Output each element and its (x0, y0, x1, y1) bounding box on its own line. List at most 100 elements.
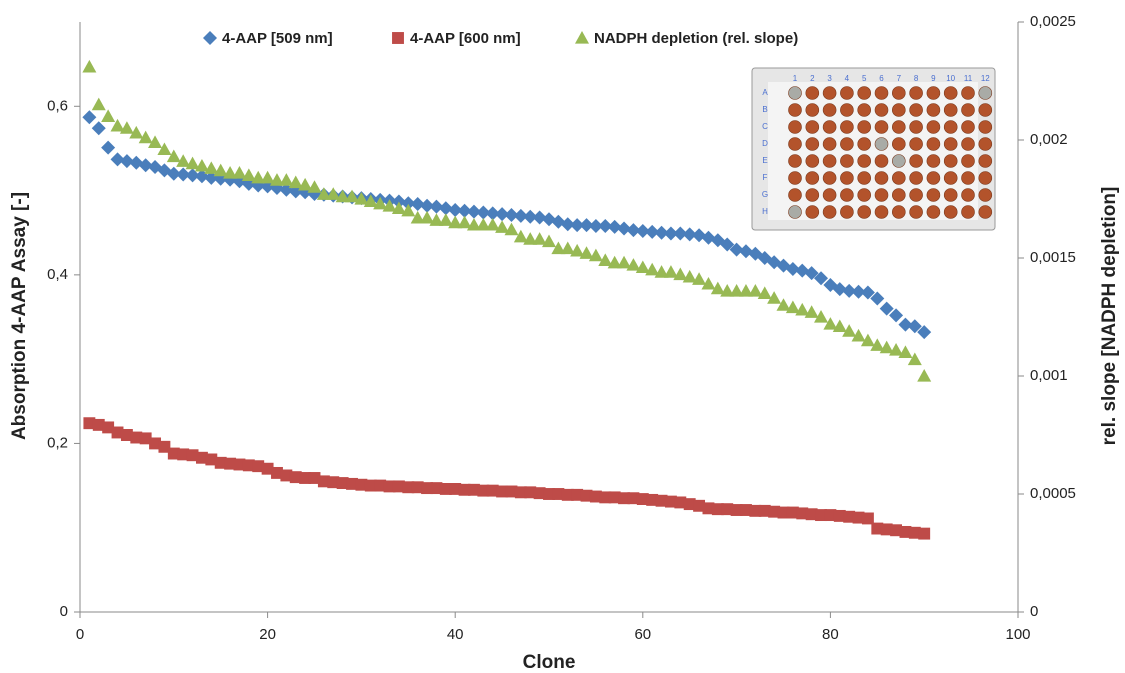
point (355, 478, 368, 491)
point (410, 197, 425, 212)
inset-well (822, 188, 837, 202)
point (83, 417, 96, 430)
point (232, 166, 247, 179)
inset-well (943, 86, 958, 100)
point (457, 203, 472, 218)
point (880, 523, 893, 536)
inset-well (788, 205, 802, 219)
point (110, 152, 125, 167)
y-axis-title: Absorption 4-AAP Assay [-] (9, 192, 30, 440)
inset-well (891, 120, 906, 134)
point (101, 140, 116, 155)
point (683, 498, 696, 511)
inset-well (978, 205, 993, 219)
point (252, 460, 265, 473)
point (871, 522, 884, 535)
point (636, 493, 649, 506)
point (402, 481, 415, 494)
point (851, 328, 866, 342)
legend-marker (575, 31, 589, 44)
inset-plate-inner (768, 82, 978, 220)
inset-well (840, 205, 854, 219)
inset-well (788, 171, 802, 185)
inset-well (943, 154, 958, 168)
point (438, 213, 453, 226)
inset-well (909, 103, 923, 117)
inset-well (978, 188, 993, 202)
point (317, 475, 330, 488)
point (167, 447, 180, 460)
point (495, 220, 510, 233)
x-tick-label: 80 (822, 626, 839, 643)
point (776, 298, 791, 311)
inset-well (788, 188, 802, 202)
inset-well (805, 103, 820, 117)
inset-well (909, 188, 923, 202)
point (890, 524, 903, 537)
inset-well (874, 103, 889, 117)
point (288, 175, 303, 189)
x-tick-label: 0 (76, 626, 84, 643)
point (485, 206, 500, 221)
point (758, 504, 771, 517)
inset-well (943, 137, 958, 151)
inset-column-label: 3 (827, 74, 832, 83)
point (627, 492, 640, 505)
inset-well (874, 137, 889, 151)
inset-well (805, 86, 820, 100)
point (551, 241, 566, 255)
inset-well (840, 120, 854, 134)
inset-well (926, 188, 941, 202)
point (194, 158, 209, 172)
inset-well (822, 171, 837, 185)
point (299, 472, 312, 484)
point (589, 490, 602, 503)
point (571, 488, 584, 501)
point (401, 203, 416, 217)
x-axis-title: Clone (523, 652, 576, 673)
inset-row-label: E (762, 156, 767, 165)
point (92, 418, 105, 431)
point (879, 301, 894, 316)
point (307, 180, 322, 193)
point (280, 469, 293, 482)
point (908, 526, 921, 539)
point (748, 284, 763, 297)
point (561, 488, 574, 501)
point (832, 319, 847, 333)
inset-well (840, 154, 854, 168)
point (261, 462, 274, 475)
point (523, 209, 538, 224)
point (308, 472, 321, 484)
inset-column-label: 1 (793, 74, 798, 83)
inset-well (840, 171, 854, 185)
inset-well (788, 103, 802, 117)
inset-column-label: 10 (946, 74, 955, 83)
point (335, 189, 350, 203)
point (82, 59, 97, 73)
point (411, 481, 424, 494)
inset-column-label: 2 (810, 74, 815, 83)
point (513, 208, 528, 223)
point (420, 198, 435, 213)
inset-well (926, 154, 941, 168)
point (327, 476, 340, 489)
inset-well (891, 188, 906, 202)
point (842, 283, 857, 298)
point (298, 177, 313, 191)
point (476, 217, 491, 231)
inset-well (857, 154, 872, 168)
inset-well (822, 137, 837, 151)
point (710, 281, 725, 295)
point (729, 284, 744, 297)
point (907, 319, 922, 334)
point (213, 163, 228, 177)
legend-label: 4-AAP [509 nm] (222, 30, 333, 47)
point (401, 196, 416, 211)
point (279, 173, 294, 186)
point (711, 503, 724, 516)
point (223, 166, 238, 179)
point (588, 218, 603, 233)
point (271, 466, 283, 479)
